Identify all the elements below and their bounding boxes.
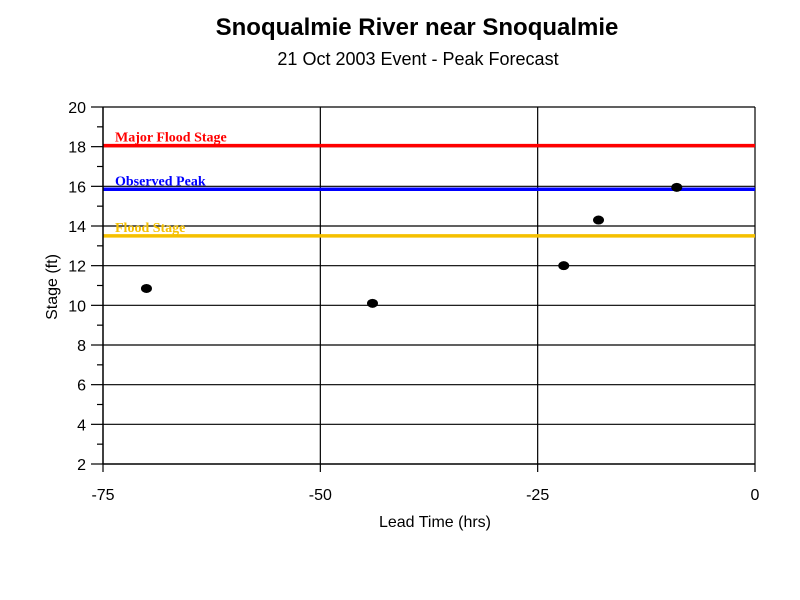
y-axis-label: Stage (ft) <box>44 254 61 320</box>
data-point <box>140 283 152 293</box>
axes <box>91 106 756 472</box>
y-tick-label: 6 <box>77 378 86 395</box>
x-tick-label: -75 <box>91 487 114 504</box>
grid <box>103 106 756 464</box>
x-axis-label: Lead Time (hrs) <box>379 514 491 531</box>
y-tick-label: 2 <box>77 457 86 474</box>
reference-line-label: Flood Stage <box>115 221 185 236</box>
data-point <box>366 298 378 308</box>
data-points <box>140 182 683 308</box>
x-tick-label: 0 <box>751 487 760 504</box>
data-point <box>558 261 570 271</box>
tick-labels: 2 4 6 8 10 12 14 16 18 20 -75 -50 -25 0 <box>68 100 759 504</box>
x-tick-label: -25 <box>526 487 549 504</box>
y-tick-label: 8 <box>77 338 86 355</box>
y-tick-label: 16 <box>68 179 86 196</box>
chart-title: Snoqualmie River near Snoqualmie <box>216 14 619 41</box>
y-tick-label: 10 <box>68 298 86 315</box>
reference-line-label: Observed Peak <box>115 174 206 189</box>
y-tick-label: 20 <box>68 100 86 117</box>
data-point <box>671 182 683 192</box>
reference-line-label: Major Flood Stage <box>115 131 227 146</box>
data-point <box>593 215 605 225</box>
chart-subtitle: 21 Oct 2003 Event - Peak Forecast <box>277 49 558 69</box>
y-tick-label: 18 <box>68 140 86 157</box>
x-tick-label: -50 <box>309 487 332 504</box>
y-tick-label: 4 <box>77 417 86 434</box>
y-tick-label: 12 <box>68 259 86 276</box>
reference-lines: Major Flood Stage Observed Peak Flood Stag… <box>103 131 755 238</box>
y-tick-label: 14 <box>68 219 86 236</box>
